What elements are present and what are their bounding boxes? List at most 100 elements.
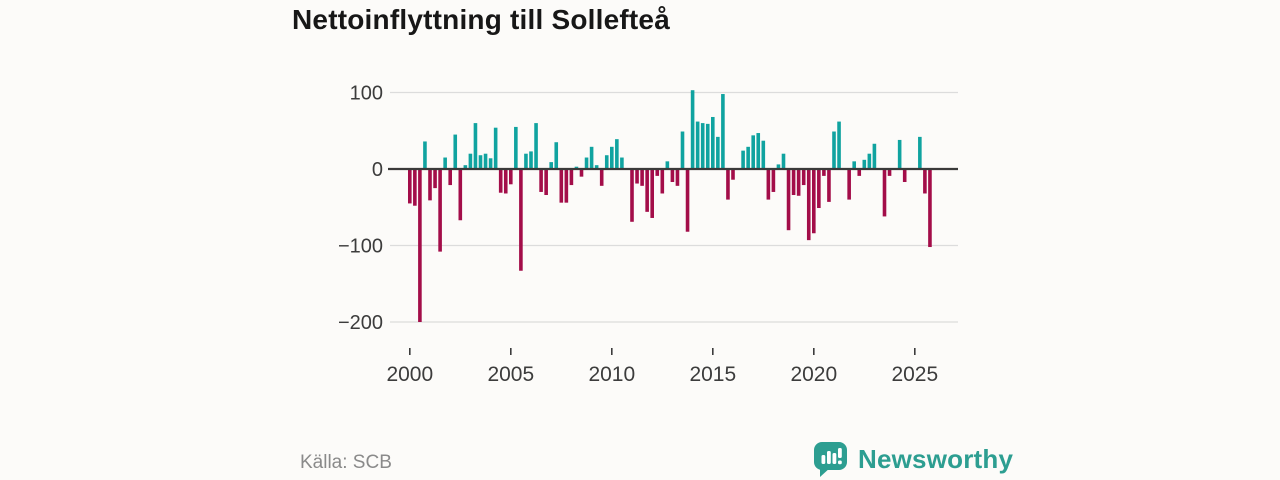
bar: [695, 121, 700, 169]
bar: [640, 169, 644, 186]
bar: [796, 169, 801, 196]
bar: [514, 126, 518, 169]
bar: [675, 169, 680, 186]
bar: [751, 135, 755, 169]
bar: [806, 169, 811, 241]
bar-chart: 100 0 −100 −200 2000 2005 2010 2015 2020 2025: [338, 83, 958, 386]
bar: [418, 169, 422, 322]
bar: [453, 134, 458, 169]
y-axis-tick-label: −200: [338, 312, 383, 334]
bar: [645, 169, 649, 212]
bar: [599, 169, 604, 186]
bar: [791, 169, 796, 196]
bar: [857, 169, 862, 176]
bar: [594, 165, 599, 169]
bar: [771, 169, 776, 192]
bar: [837, 121, 841, 169]
bar: [852, 161, 856, 169]
bar: [680, 131, 685, 169]
bar: [665, 161, 670, 169]
bar: [786, 169, 791, 231]
bar: [766, 169, 771, 200]
bar: [741, 150, 745, 169]
bar: [458, 169, 463, 221]
bar: [685, 169, 690, 232]
bar: [539, 169, 543, 192]
bar: [423, 141, 427, 169]
source-label: Källa: SCB: [300, 452, 392, 473]
bar: [615, 139, 619, 169]
bar: [488, 158, 493, 169]
x-axis-tick-label: 2000: [386, 363, 433, 386]
bar: [428, 169, 432, 201]
bar: [519, 169, 523, 271]
bar: [589, 146, 594, 169]
bar: [544, 169, 548, 196]
chart-title: Nettoinflyttning till Sollefteå: [292, 4, 670, 35]
bar: [746, 146, 750, 169]
bar: [524, 153, 528, 169]
bar: [756, 133, 761, 169]
bar: [822, 169, 826, 176]
bar: [923, 169, 927, 194]
bar: [918, 136, 922, 169]
y-axis-tick-label: −100: [338, 236, 383, 258]
bar: [731, 169, 735, 180]
bar: [872, 143, 877, 169]
x-axis-tick-label: 2020: [790, 363, 837, 386]
bar: [549, 162, 553, 169]
x-axis-tick-label: 2015: [689, 363, 736, 386]
bar: [534, 123, 538, 169]
bar: [509, 169, 513, 185]
bar: [882, 169, 887, 217]
bar: [711, 116, 715, 169]
bar: [827, 169, 831, 202]
bar: [630, 169, 634, 222]
bar: [610, 146, 614, 169]
bar: [862, 159, 867, 169]
bar: [493, 127, 498, 169]
brand: Newsworthy: [812, 440, 1013, 478]
bar: [705, 123, 710, 169]
bar: [761, 140, 766, 169]
bar: [564, 169, 569, 203]
bar: [721, 94, 725, 169]
bar: [635, 169, 639, 184]
bar: [413, 169, 417, 206]
bar: [448, 169, 452, 186]
bar: [650, 169, 654, 218]
bar: [503, 169, 508, 194]
x-axis-tick-label: 2010: [588, 363, 635, 386]
bar: [928, 169, 932, 248]
y-axis-tick-label: 0: [372, 159, 383, 181]
y-axis-tick-label: 100: [350, 83, 383, 105]
bar: [690, 90, 695, 169]
bar: [776, 164, 781, 169]
bar: [812, 169, 816, 234]
bar: [473, 123, 478, 169]
bar: [478, 155, 483, 169]
x-axis-tick-label: 2025: [891, 363, 938, 386]
bar: [433, 169, 437, 189]
bar: [554, 142, 559, 169]
bar: [529, 151, 533, 169]
bar: [655, 169, 660, 176]
bar: [670, 169, 675, 183]
x-axis-tick-label: 2005: [487, 363, 534, 386]
bar: [801, 169, 806, 186]
newsworthy-logo-icon: [814, 442, 847, 477]
bar: [902, 169, 907, 183]
bar: [781, 153, 786, 169]
bar: [463, 165, 468, 169]
bar: [887, 169, 892, 176]
bar: [817, 169, 821, 209]
bar: [700, 123, 705, 169]
bar: [559, 169, 564, 203]
bar: [897, 139, 902, 169]
bar: [660, 169, 665, 194]
bar: [847, 169, 851, 200]
bar: [716, 136, 720, 169]
bar: [443, 157, 447, 169]
bar: [832, 131, 836, 169]
